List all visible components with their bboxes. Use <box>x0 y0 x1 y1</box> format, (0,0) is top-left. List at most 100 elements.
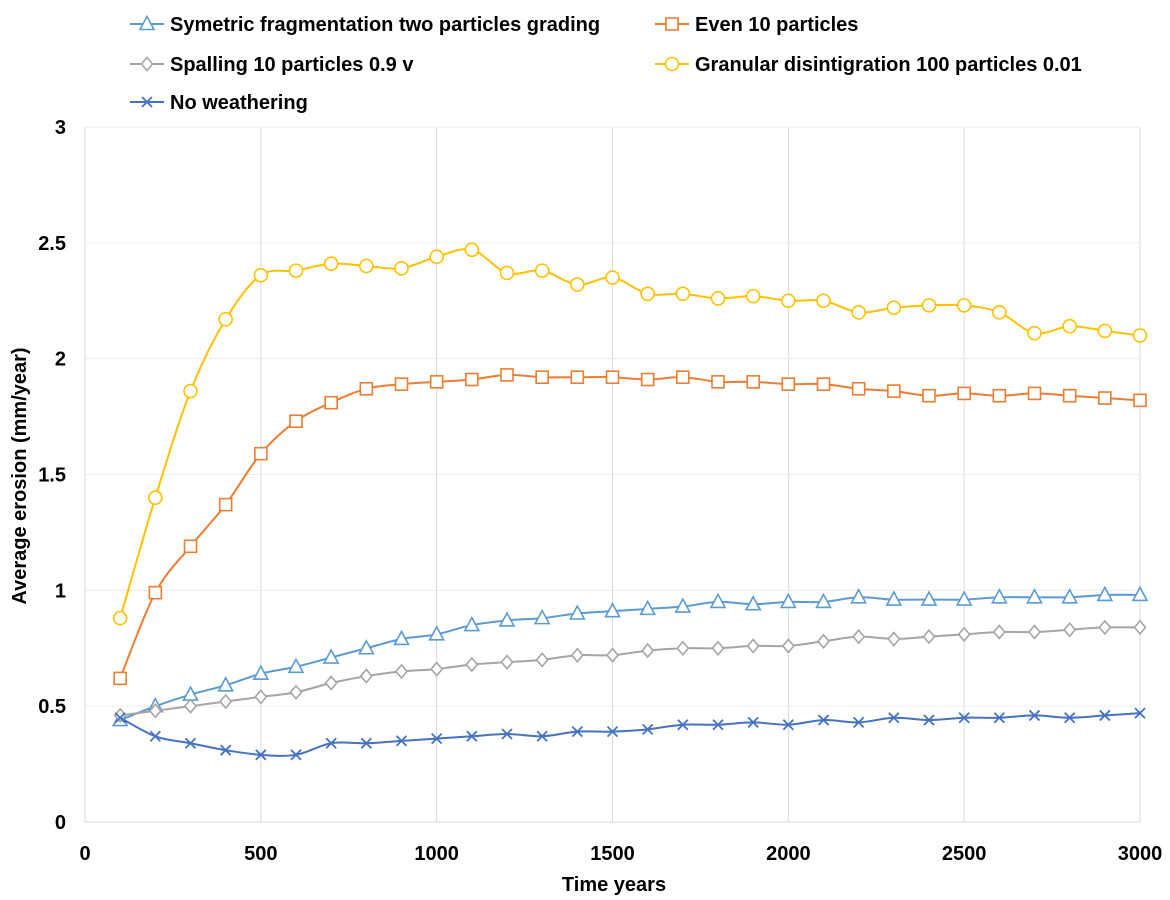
legend-item: Granular disintigration 100 particles 0.… <box>655 54 1082 76</box>
data-point <box>429 375 444 389</box>
data-point <box>535 370 549 385</box>
data-point <box>957 626 971 643</box>
data-point <box>992 388 1007 403</box>
data-point <box>498 611 516 627</box>
marker-stroke <box>853 716 865 729</box>
y-tick-label: 1 <box>55 580 66 602</box>
data-point <box>324 675 338 691</box>
data-point <box>500 654 514 670</box>
marker-stroke <box>149 730 161 742</box>
data-point <box>501 728 513 740</box>
data-point <box>1062 388 1077 403</box>
data-point <box>746 638 760 654</box>
data-point <box>359 258 374 274</box>
data-point <box>887 384 901 398</box>
legend-marker <box>138 14 156 31</box>
data-point <box>957 386 971 401</box>
data-point <box>289 684 303 701</box>
data-point <box>851 381 866 396</box>
data-point <box>114 712 126 724</box>
data-point <box>148 490 163 505</box>
data-point <box>1134 707 1146 719</box>
marker-stroke <box>466 730 478 742</box>
data-point <box>394 261 409 276</box>
data-point <box>464 242 480 258</box>
data-point <box>290 749 302 761</box>
series-line <box>119 712 1141 757</box>
data-point <box>744 595 762 611</box>
legend-label: No weathering <box>170 92 308 114</box>
data-point <box>850 588 868 604</box>
data-point <box>992 305 1007 320</box>
data-point <box>220 744 232 756</box>
data-point <box>254 446 268 461</box>
legend-item: No weathering <box>130 92 308 114</box>
data-point <box>887 631 901 647</box>
data-point <box>219 693 233 710</box>
marker-stroke <box>1064 712 1076 724</box>
marker-stroke <box>571 726 583 738</box>
data-point <box>711 640 725 656</box>
data-point <box>1026 588 1043 604</box>
data-point <box>359 381 374 396</box>
data-point <box>921 298 937 313</box>
data-point <box>570 277 585 292</box>
data-point <box>113 671 127 686</box>
legend-label: Granular disintigration 100 particles 0.… <box>695 54 1082 76</box>
marker-stroke <box>501 728 513 740</box>
marker-stroke <box>184 737 197 749</box>
data-point <box>956 298 972 313</box>
x-tick-label: 2500 <box>942 843 987 865</box>
x-axis-title: Time years <box>562 874 666 896</box>
y-tick-label: 0.5 <box>38 696 66 718</box>
marker-stroke <box>536 730 548 742</box>
data-point <box>568 604 586 620</box>
y-tick-label: 2 <box>55 349 66 371</box>
x-tick-label: 1500 <box>590 843 635 865</box>
series-line <box>119 593 1141 721</box>
data-point <box>851 305 866 320</box>
data-point <box>993 712 1005 724</box>
data-point <box>149 730 161 742</box>
data-point <box>465 656 479 673</box>
data-point <box>746 375 760 389</box>
data-point <box>1027 624 1042 640</box>
data-point <box>570 370 585 385</box>
data-point <box>536 730 548 742</box>
data-point <box>428 625 446 641</box>
data-point <box>323 256 339 271</box>
data-point <box>605 647 620 663</box>
marker-stroke <box>290 749 302 761</box>
data-point <box>710 291 726 306</box>
series-2 <box>113 619 1147 724</box>
data-point <box>357 639 375 655</box>
marker-stroke <box>606 726 619 738</box>
data-point <box>1131 585 1149 602</box>
data-point <box>183 539 198 554</box>
data-point <box>148 703 162 719</box>
series-3 <box>112 242 1148 626</box>
data-point <box>1096 585 1114 602</box>
data-point <box>359 668 373 684</box>
data-point <box>534 263 550 278</box>
data-point <box>676 370 690 385</box>
data-point <box>431 732 443 745</box>
marker-stroke <box>817 714 830 726</box>
data-point <box>571 726 583 738</box>
data-point <box>394 663 409 680</box>
data-point <box>1098 619 1112 636</box>
data-point <box>217 676 235 692</box>
marker-stroke <box>395 735 408 747</box>
data-point <box>184 737 197 749</box>
legend-label: Even 10 particles <box>695 14 858 36</box>
data-point <box>1027 386 1042 401</box>
data-point <box>393 629 410 646</box>
marker-stroke <box>360 737 372 749</box>
data-point <box>254 689 268 705</box>
marker-stroke <box>1099 709 1111 722</box>
data-point <box>252 664 270 681</box>
data-point <box>322 648 340 664</box>
marker-stroke <box>642 723 654 735</box>
data-point <box>781 638 795 654</box>
